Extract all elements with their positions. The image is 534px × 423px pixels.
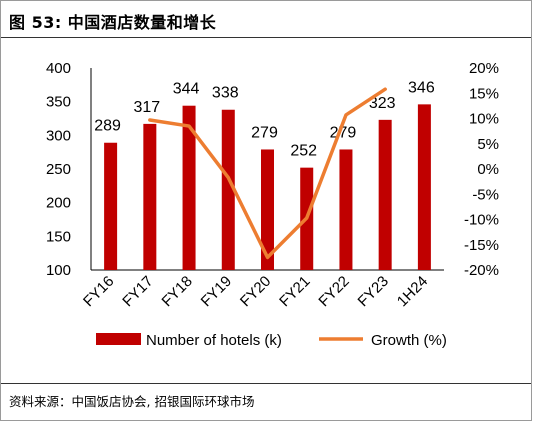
bar-value-label: 289 — [94, 118, 121, 135]
bar-value-label: 252 — [290, 143, 317, 160]
figure-title: 图 53: 中国酒店数量和增长 — [9, 13, 217, 32]
legend: Number of hotels (k) Growth (%) — [96, 332, 447, 349]
title-divider — [1, 37, 531, 38]
bar-series — [104, 104, 431, 271]
hotel-count-bar — [143, 123, 157, 271]
bar-value-label: 279 — [251, 124, 278, 141]
bar-value-label: 344 — [173, 81, 200, 98]
x-tick-label: FY18 — [159, 273, 196, 310]
legend-bar-swatch — [96, 333, 141, 345]
right-tick-label: 10% — [469, 111, 499, 128]
source-divider — [1, 383, 531, 384]
left-tick-label: 250 — [46, 161, 71, 178]
growth-line-series — [148, 87, 387, 260]
hotel-count-bar — [182, 105, 196, 270]
hotel-count-bar — [417, 104, 431, 270]
right-tick-label: 0% — [477, 161, 499, 178]
x-tick-label: FY20 — [237, 273, 274, 310]
hotel-count-chart: 100 150 200 250 300 350 400 -20% -15% -10% -5% 0% 5… — [46, 60, 499, 349]
hotel-count-bar — [378, 119, 392, 270]
right-tick-label: -5% — [472, 186, 499, 203]
growth-line — [148, 87, 387, 260]
x-tick-label: 1H24 — [394, 273, 431, 310]
hotel-count-bar — [104, 142, 118, 270]
right-tick-label: -20% — [464, 262, 499, 279]
x-axis: FY16 FY17 FY18 FY19 FY20 FY21 FY22 FY23 1H24 — [80, 269, 444, 310]
right-tick-label: 20% — [469, 60, 499, 77]
x-tick-label: FY21 — [276, 273, 313, 310]
hotel-count-bar — [221, 109, 235, 270]
bar-value-label: 317 — [133, 99, 160, 116]
bar-value-label: 346 — [408, 79, 435, 96]
right-y-axis: -20% -15% -10% -5% 0% 5% 10% 15% 20% — [464, 60, 499, 279]
x-tick-label: FY16 — [80, 273, 117, 310]
right-tick-label: -15% — [464, 237, 499, 254]
left-tick-label: 150 — [46, 228, 71, 245]
left-tick-label: 100 — [46, 262, 71, 279]
legend-bar-label: Number of hotels (k) — [146, 332, 282, 349]
source-note: 资料来源：中国饭店协会, 招银国际环球市场 — [9, 394, 255, 409]
left-y-axis: 100 150 200 250 300 350 400 — [46, 60, 92, 279]
left-tick-label: 400 — [46, 60, 71, 77]
left-tick-label: 200 — [46, 195, 71, 212]
right-tick-label: -10% — [464, 212, 499, 229]
x-tick-label: FY22 — [315, 273, 352, 310]
left-tick-label: 300 — [46, 127, 71, 144]
left-tick-label: 350 — [46, 94, 71, 111]
bar-value-label: 323 — [369, 95, 396, 112]
x-tick-label: FY17 — [119, 273, 156, 310]
x-tick-label: FY23 — [355, 273, 392, 310]
right-tick-label: 5% — [477, 136, 499, 153]
hotel-count-bar — [261, 149, 274, 270]
x-tick-label: FY19 — [198, 273, 235, 310]
hotel-count-bar — [339, 149, 353, 270]
bar-value-label: 338 — [212, 85, 239, 102]
right-tick-label: 15% — [469, 85, 499, 102]
legend-line-label: Growth (%) — [371, 332, 447, 349]
